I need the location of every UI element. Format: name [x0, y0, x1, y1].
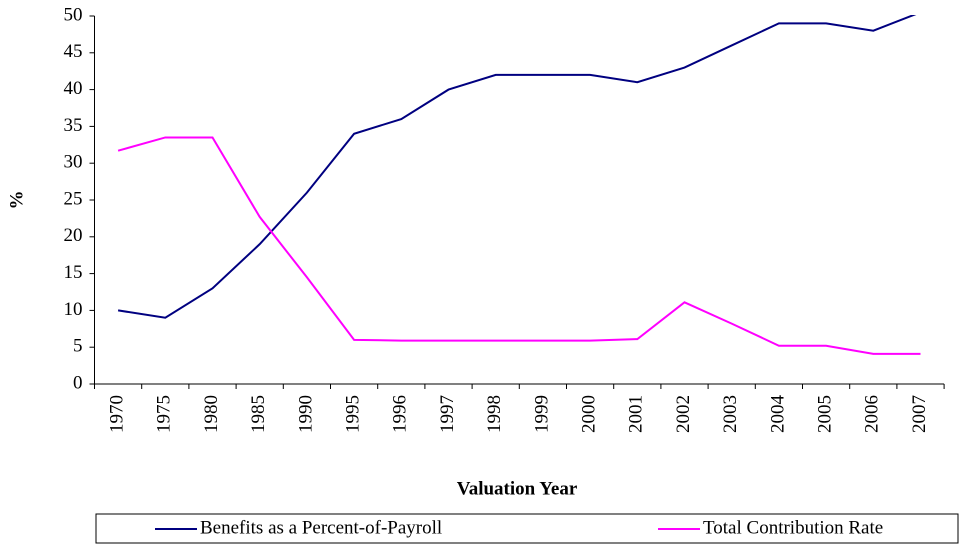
y-tick-label: 20 [64, 225, 83, 246]
x-tick-label: 1995 [342, 395, 363, 433]
y-tick-label: 35 [64, 115, 83, 136]
y-tick-label: 15 [64, 262, 83, 283]
x-tick-label: 1998 [484, 395, 505, 433]
y-tick-label: 0 [73, 372, 83, 393]
line-series [117, 136, 921, 355]
y-tick-label: 30 [64, 152, 83, 173]
x-tick-label: 2000 [578, 395, 599, 433]
x-tick-label: 1997 [437, 395, 458, 433]
x-tick-label: 2003 [720, 395, 741, 433]
x-tick-label: 1985 [248, 395, 269, 433]
legend-label: Benefits as a Percent-of-Payroll [200, 517, 442, 538]
x-tick-label: 2004 [767, 395, 788, 434]
x-tick-label: 2001 [626, 395, 647, 433]
y-tick-label: 10 [64, 299, 83, 320]
y-tick-label: 45 [64, 41, 83, 62]
y-tick-label: 25 [64, 188, 83, 209]
x-tick-label: 1990 [295, 395, 316, 433]
x-tick-label: 2002 [673, 395, 694, 433]
legend-label: Total Contribution Rate [703, 517, 883, 538]
x-tick-label: 1970 [106, 395, 127, 433]
x-axis-label: Valuation Year [457, 478, 578, 499]
x-tick-label: 1996 [390, 395, 411, 433]
line-series [117, 15, 917, 319]
x-tick-label: 1975 [154, 395, 175, 433]
y-tick-label: 5 [73, 336, 83, 357]
y-axis-label: % [6, 191, 27, 210]
x-tick-label: 1999 [531, 395, 552, 433]
legend-box [95, 513, 959, 544]
x-tick-label: 2007 [909, 395, 930, 433]
x-tick-label: 2005 [814, 395, 835, 433]
y-tick-label: 50 [64, 4, 83, 25]
x-tick-label: 1980 [201, 395, 222, 433]
y-tick-label: 40 [64, 78, 83, 99]
x-tick-label: 2006 [862, 395, 883, 433]
